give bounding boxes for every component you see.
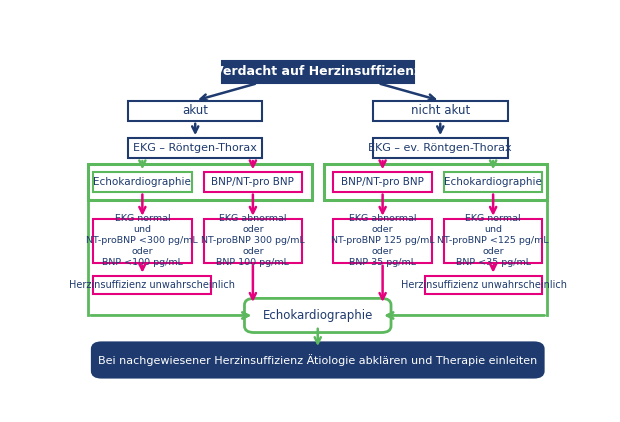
Text: Echokardiographie: Echokardiographie [262, 309, 373, 322]
Bar [203, 172, 302, 192]
Text: EKG – Röntgen-Thorax: EKG – Röntgen-Thorax [133, 143, 257, 153]
Bar [373, 101, 508, 121]
Text: EKG abnormal
oder
NT-proBNP 300 pg/mL
oder
BNP 100 pg/mL: EKG abnormal oder NT-proBNP 300 pg/mL od… [201, 214, 305, 268]
Bar [88, 164, 312, 200]
Bar [128, 138, 262, 158]
Bar [128, 101, 262, 121]
Text: BNP/NT-pro BNP: BNP/NT-pro BNP [211, 177, 294, 187]
Text: Bei nachgewiesener Herzinsuffizienz Ätiologie abklären und Therapie einleiten: Bei nachgewiesener Herzinsuffizienz Ätio… [98, 354, 538, 366]
Bar [373, 138, 508, 158]
Text: Echokardiographie: Echokardiographie [444, 177, 542, 187]
Text: akut: akut [182, 104, 208, 117]
Text: EKG – ev. Röntgen-Thorax: EKG – ev. Röntgen-Thorax [368, 143, 512, 153]
Text: EKG normal
und
NT-proBNP <300 pg/mL
oder
BNP <100 pg/mL: EKG normal und NT-proBNP <300 pg/mL oder… [87, 214, 198, 268]
Text: BNP/NT-pro BNP: BNP/NT-pro BNP [341, 177, 424, 187]
Text: EKG normal
und
NT-proBNP <125 pg/mL
oder
BNP <35 pg/mL: EKG normal und NT-proBNP <125 pg/mL oder… [437, 214, 549, 268]
FancyBboxPatch shape [92, 342, 544, 378]
Bar [222, 61, 414, 83]
Text: Herzinsuffizienz unwahrscheinlich: Herzinsuffizienz unwahrscheinlich [69, 280, 235, 289]
Bar [425, 276, 542, 294]
Text: EKG abnormal
oder
NT-proBNP 125 pg/mL
oder
BNP 35 pg/mL: EKG abnormal oder NT-proBNP 125 pg/mL od… [331, 214, 435, 268]
Text: nicht akut: nicht akut [410, 104, 470, 117]
Bar [93, 276, 211, 294]
Bar [324, 164, 547, 200]
Bar [93, 172, 192, 192]
Bar [334, 172, 432, 192]
Bar [334, 219, 432, 262]
Bar [203, 219, 302, 262]
Bar [444, 172, 542, 192]
Text: Verdacht auf Herzinsuffizienz: Verdacht auf Herzinsuffizienz [214, 65, 422, 78]
Bar [444, 219, 542, 262]
FancyBboxPatch shape [244, 298, 391, 333]
Text: Herzinsuffizienz unwahrscheinlich: Herzinsuffizienz unwahrscheinlich [401, 280, 567, 289]
Text: Echokardiographie: Echokardiographie [94, 177, 192, 187]
Bar [93, 219, 192, 262]
